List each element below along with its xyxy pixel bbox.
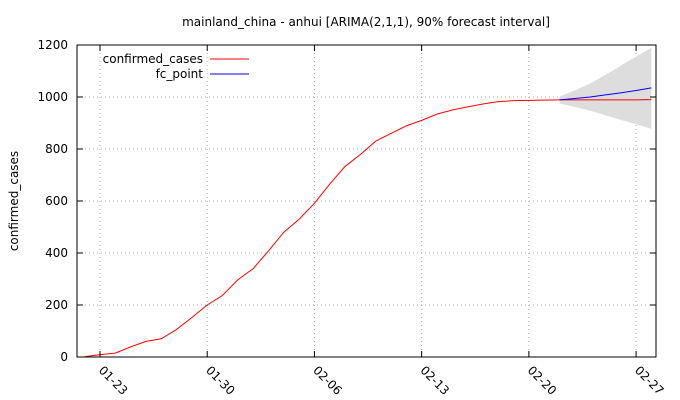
series-line-fc-point [559,87,652,101]
legend-label-fc-point: fc_point [156,67,204,81]
y-tick-label: 800 [45,142,68,156]
x-tick-label: 02-06 [310,363,345,398]
chart-title: mainland_china - anhui [ARIMA(2,1,1), 90… [182,15,550,29]
grid-lines [77,45,656,357]
y-tick-label: 1000 [37,90,68,104]
x-tick-label: 02-27 [632,363,667,398]
x-tick-label: 02-13 [418,363,453,398]
forecast-interval-layer [559,47,652,129]
y-tick-label: 600 [45,194,68,208]
y-tick-label: 1200 [37,38,68,52]
legend: confirmed_cases fc_point [103,52,249,81]
legend-label-confirmed-cases: confirmed_cases [103,52,203,66]
series-line-confirmed-cases [84,99,652,358]
x-tick-label: 01-30 [203,363,238,398]
y-tick-label: 0 [60,350,68,364]
y-tick-label: 400 [45,246,68,260]
y-axis-label: confirmed_cases [7,151,21,251]
x-tick-label: 01-23 [96,363,131,398]
y-tick-label: 200 [45,298,68,312]
series-layer [84,87,652,358]
x-tick-label: 02-20 [525,363,560,398]
forecast-interval-band [559,47,652,129]
